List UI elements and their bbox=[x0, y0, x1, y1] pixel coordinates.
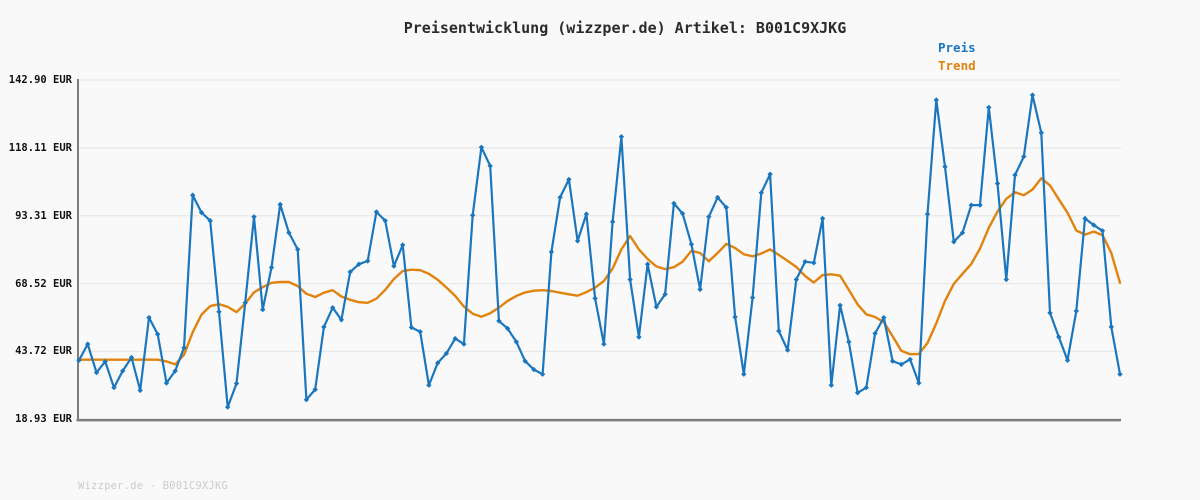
y-tick-label: 43.72 EUR bbox=[15, 345, 72, 358]
price-line bbox=[77, 94, 1122, 409]
watermark: Wizzper.de - B001C9XJKG bbox=[78, 480, 228, 492]
y-tick-label: 93.31 EUR bbox=[15, 209, 72, 222]
y-tick-label: 118.11 EUR bbox=[8, 141, 72, 154]
y-tick-label: 68.52 EUR bbox=[15, 277, 72, 290]
legend-label-trend: Trend bbox=[938, 58, 976, 73]
price-point-markers bbox=[76, 92, 1123, 410]
legend-label-preis: Preis bbox=[938, 40, 976, 55]
y-tick-label: 142.90 EUR bbox=[8, 74, 72, 86]
trend-line bbox=[77, 177, 1122, 366]
chart-title: Preisentwicklung (wizzper.de) Artikel: B… bbox=[403, 19, 847, 37]
y-tick-label: 18.93 EUR bbox=[15, 413, 72, 426]
